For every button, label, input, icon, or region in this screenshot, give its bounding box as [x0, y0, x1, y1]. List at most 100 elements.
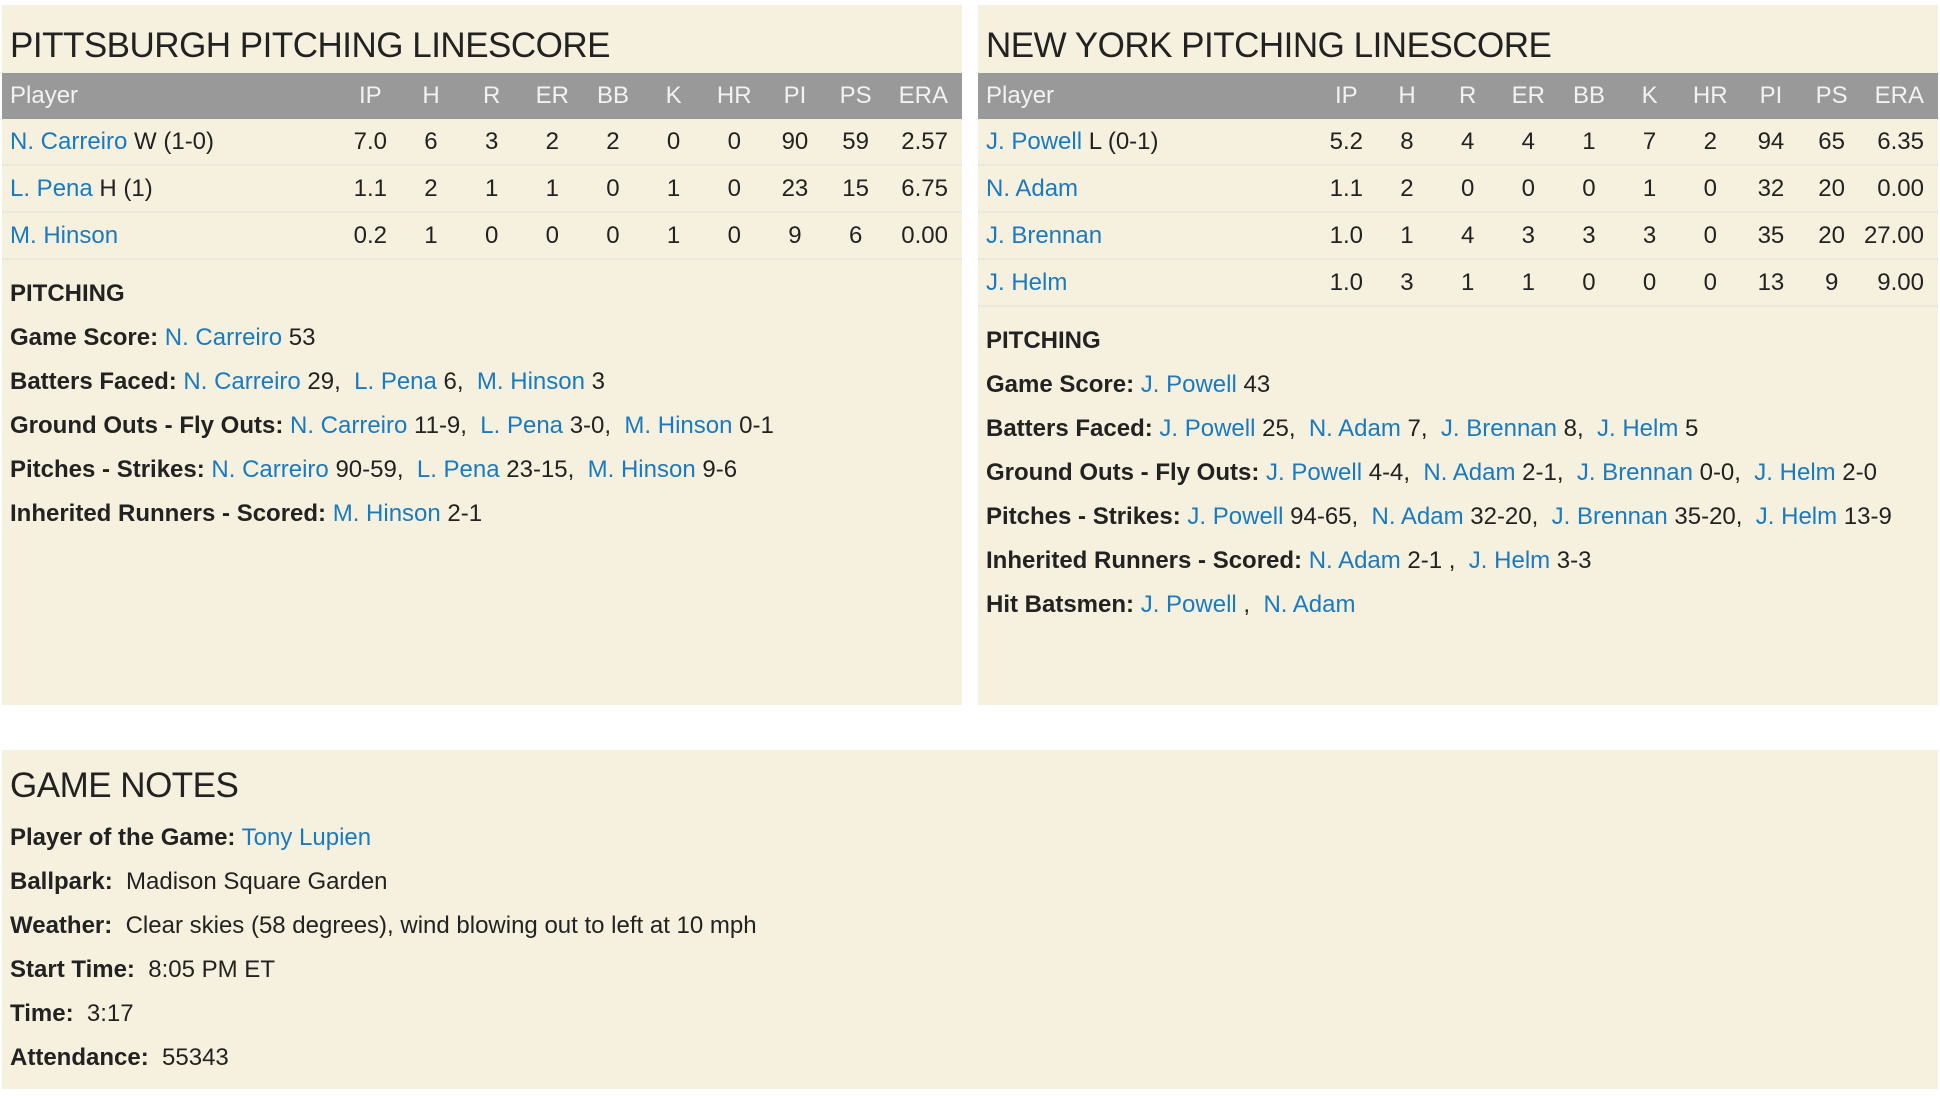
stat-value: 3 [584, 368, 605, 395]
column-header-h[interactable]: H [422, 82, 440, 109]
player-link[interactable]: N. Carreiro [211, 456, 329, 483]
stat-r: 3 [461, 119, 522, 166]
player-link[interactable]: J. Powell [1159, 415, 1256, 442]
column-header-player[interactable]: Player [986, 82, 1055, 109]
column-header-r[interactable]: R [482, 82, 501, 109]
player-link[interactable]: M. Hinson [10, 221, 119, 249]
player-link[interactable]: J. Powell [1140, 371, 1237, 398]
stat-line: Inherited Runners - Scored: N. Adam 2-1 … [986, 539, 1930, 583]
player-link[interactable]: M. Hinson [476, 368, 585, 395]
column-header-bb[interactable]: BB [1572, 82, 1605, 109]
stat-er: 1 [1497, 259, 1559, 307]
player-link[interactable]: L. Pena [480, 412, 564, 439]
player-link[interactable]: J. Powell [1187, 503, 1284, 530]
stat-value: 29, [300, 368, 348, 395]
stat-h: 1 [400, 212, 462, 260]
player-link[interactable]: J. Helm [1597, 415, 1679, 442]
stat-value: 0-1 [732, 412, 774, 439]
stat-line: Game Score: J. Powell 43 [986, 363, 1930, 407]
player-link[interactable]: N. Carreiro [10, 127, 128, 155]
column-header-pi[interactable]: PI [1759, 82, 1783, 109]
decision: W (1-0) [134, 127, 215, 155]
column-header-h[interactable]: H [1398, 82, 1416, 109]
stat-value: 2-1, [1515, 459, 1571, 486]
table-row: M. Hinson 0.2 1 0 0 0 1 0 9 6 0.00 [2, 212, 962, 260]
column-header-r[interactable]: R [1458, 82, 1477, 109]
column-header-ip[interactable]: IP [358, 82, 382, 109]
stat-era: 6.35 [1862, 119, 1938, 166]
player-link[interactable]: J. Helm [1468, 547, 1551, 574]
stat-line: Batters Faced: N. Carreiro 29, L. Pena 6… [10, 360, 954, 404]
column-header-player[interactable]: Player [10, 82, 79, 109]
player-link[interactable]: M. Hinson [624, 412, 733, 439]
player-link[interactable]: J. Powell [986, 127, 1083, 155]
player-link[interactable]: Tony Lupien [241, 824, 372, 851]
stat-er: 1 [521, 165, 583, 213]
stat-k: 1 [1619, 165, 1680, 213]
player-link[interactable]: J. Brennan [1576, 459, 1693, 486]
player-link[interactable]: N. Adam [1308, 547, 1401, 574]
stat-value: 35-20, [1667, 503, 1750, 530]
player-link[interactable]: N. Adam [1423, 459, 1516, 486]
column-header-ip[interactable]: IP [1334, 82, 1358, 109]
player-link[interactable]: J. Brennan [986, 221, 1103, 249]
stat-value: 0-0, [1692, 459, 1748, 486]
column-header-pi[interactable]: PI [783, 82, 807, 109]
player-link[interactable]: J. Helm [986, 268, 1068, 296]
column-header-era[interactable]: ERA [898, 82, 948, 109]
player-link[interactable]: L. Pena [10, 174, 93, 202]
stat-label: Ballpark: [10, 868, 113, 895]
new-york-pitching-panel: NEW YORK PITCHING LINESCORE Player IP H R ER… [978, 5, 1938, 705]
player-link[interactable]: M. Hinson [332, 500, 441, 527]
column-header-er[interactable]: ER [1511, 82, 1545, 109]
stat-ip: 1.1 [340, 165, 401, 213]
player-link[interactable]: J. Helm [1754, 459, 1836, 486]
stat-k: 0 [643, 119, 704, 166]
stat-label: Ground Outs - Fly Outs: [986, 459, 1260, 486]
stat-bb: 0 [582, 165, 644, 213]
stat-value: 2-0 [1835, 459, 1877, 486]
table-row: J. Brennan 1.0 1 4 3 3 3 0 35 20 27.00 [978, 212, 1938, 260]
player-link[interactable]: N. Carreiro [164, 324, 283, 351]
stat-value: 2-1 , [1400, 547, 1463, 574]
player-link[interactable]: J. Powell [1140, 591, 1237, 618]
player-link[interactable]: J. Brennan [1551, 503, 1668, 530]
stat-ps: 20 [1801, 212, 1862, 260]
player-link[interactable]: L. Pena [416, 456, 500, 483]
column-header-ps[interactable]: PS [1815, 82, 1848, 109]
column-header-ps[interactable]: PS [839, 82, 872, 109]
stat-bb: 1 [1558, 119, 1620, 166]
stat-value: , [1236, 591, 1257, 618]
player-link[interactable]: N. Carreiro [290, 412, 408, 439]
stat-ps: 20 [1801, 165, 1862, 213]
column-header-er[interactable]: ER [535, 82, 569, 109]
column-header-bb[interactable]: BB [596, 82, 629, 109]
player-link[interactable]: L. Pena [354, 368, 437, 395]
column-header-hr[interactable]: HR [1692, 82, 1728, 109]
stat-value: 3:17 [73, 1000, 134, 1027]
player-link[interactable]: J. Helm [1755, 503, 1838, 530]
player-link[interactable]: M. Hinson [587, 456, 696, 483]
pittsburgh-linescore-table: Player IP H R ER BB K HR PI PS ERA N. Carreiro W (1… [2, 73, 962, 260]
player-link[interactable]: N. Adam [1263, 591, 1356, 618]
decision: H (1) [99, 174, 153, 202]
column-header-hr[interactable]: HR [716, 82, 752, 109]
stat-value: 5 [1678, 415, 1699, 442]
player-link[interactable]: N. Carreiro [183, 368, 301, 395]
player-link[interactable]: J. Powell [1266, 459, 1363, 486]
stat-pi: 9 [764, 212, 826, 260]
column-header-k[interactable]: K [665, 82, 682, 109]
stat-era: 6.75 [886, 165, 962, 213]
player-link[interactable]: N. Adam [986, 174, 1079, 202]
player-link[interactable]: N. Adam [1371, 503, 1464, 530]
player-link[interactable]: J. Brennan [1440, 415, 1557, 442]
player-link[interactable]: N. Adam [1308, 415, 1401, 442]
stat-ip: 0.2 [340, 212, 401, 260]
stat-label: Game Score: [986, 371, 1135, 398]
column-header-k[interactable]: K [1641, 82, 1658, 109]
table-header-row: Player IP H R ER BB K HR PI PS ERA [2, 73, 962, 119]
stat-hr: 0 [703, 212, 765, 260]
column-header-era[interactable]: ERA [1874, 82, 1924, 109]
stat-label: Batters Faced: [10, 368, 177, 395]
stat-label: Hit Batsmen: [986, 591, 1135, 618]
